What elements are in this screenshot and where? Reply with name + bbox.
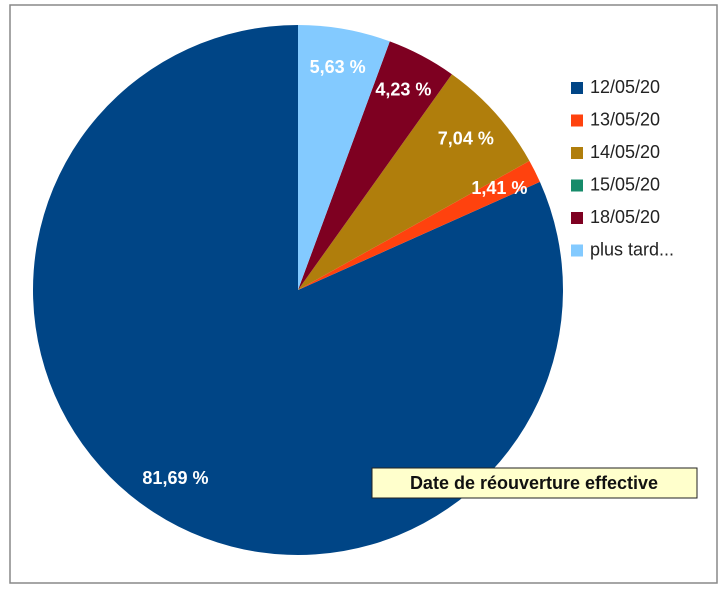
data-labels: 81,69 % 1,41 % 7,04 % 4,23 % 5,63 % — [142, 57, 527, 488]
slice — [298, 160, 540, 290]
data-label: 7,04 % — [438, 129, 494, 149]
title-box — [371, 467, 698, 499]
data-label: 5,63 % — [310, 57, 366, 77]
chart-title: Date de réouverture effective — [410, 473, 658, 493]
legend-label: 15/05/20 — [590, 174, 660, 194]
legend-label: 14/05/20 — [590, 142, 660, 162]
legend-swatch — [571, 244, 583, 257]
legend-swatch — [571, 212, 583, 224]
slice — [298, 41, 452, 290]
slice — [33, 25, 564, 555]
slice — [298, 25, 390, 290]
data-label: 4,23 % — [375, 80, 431, 100]
legend-swatch — [571, 82, 583, 94]
legend-label: plus tard... — [590, 239, 674, 259]
legend-swatch — [571, 147, 583, 159]
legend-label: 12/05/20 — [590, 77, 660, 97]
data-label: 81,69 % — [142, 468, 208, 488]
legend-label: 13/05/20 — [590, 109, 660, 129]
data-label: 1,41 % — [471, 178, 527, 198]
legend-swatch — [571, 179, 583, 192]
legend-label: 18/05/20 — [590, 207, 660, 227]
legend-swatch — [571, 114, 583, 127]
slice — [298, 74, 530, 290]
legend: 12/05/20 13/05/20 14/05/20 15/05/20 18/05/20… — [571, 77, 674, 259]
pie — [33, 25, 564, 555]
